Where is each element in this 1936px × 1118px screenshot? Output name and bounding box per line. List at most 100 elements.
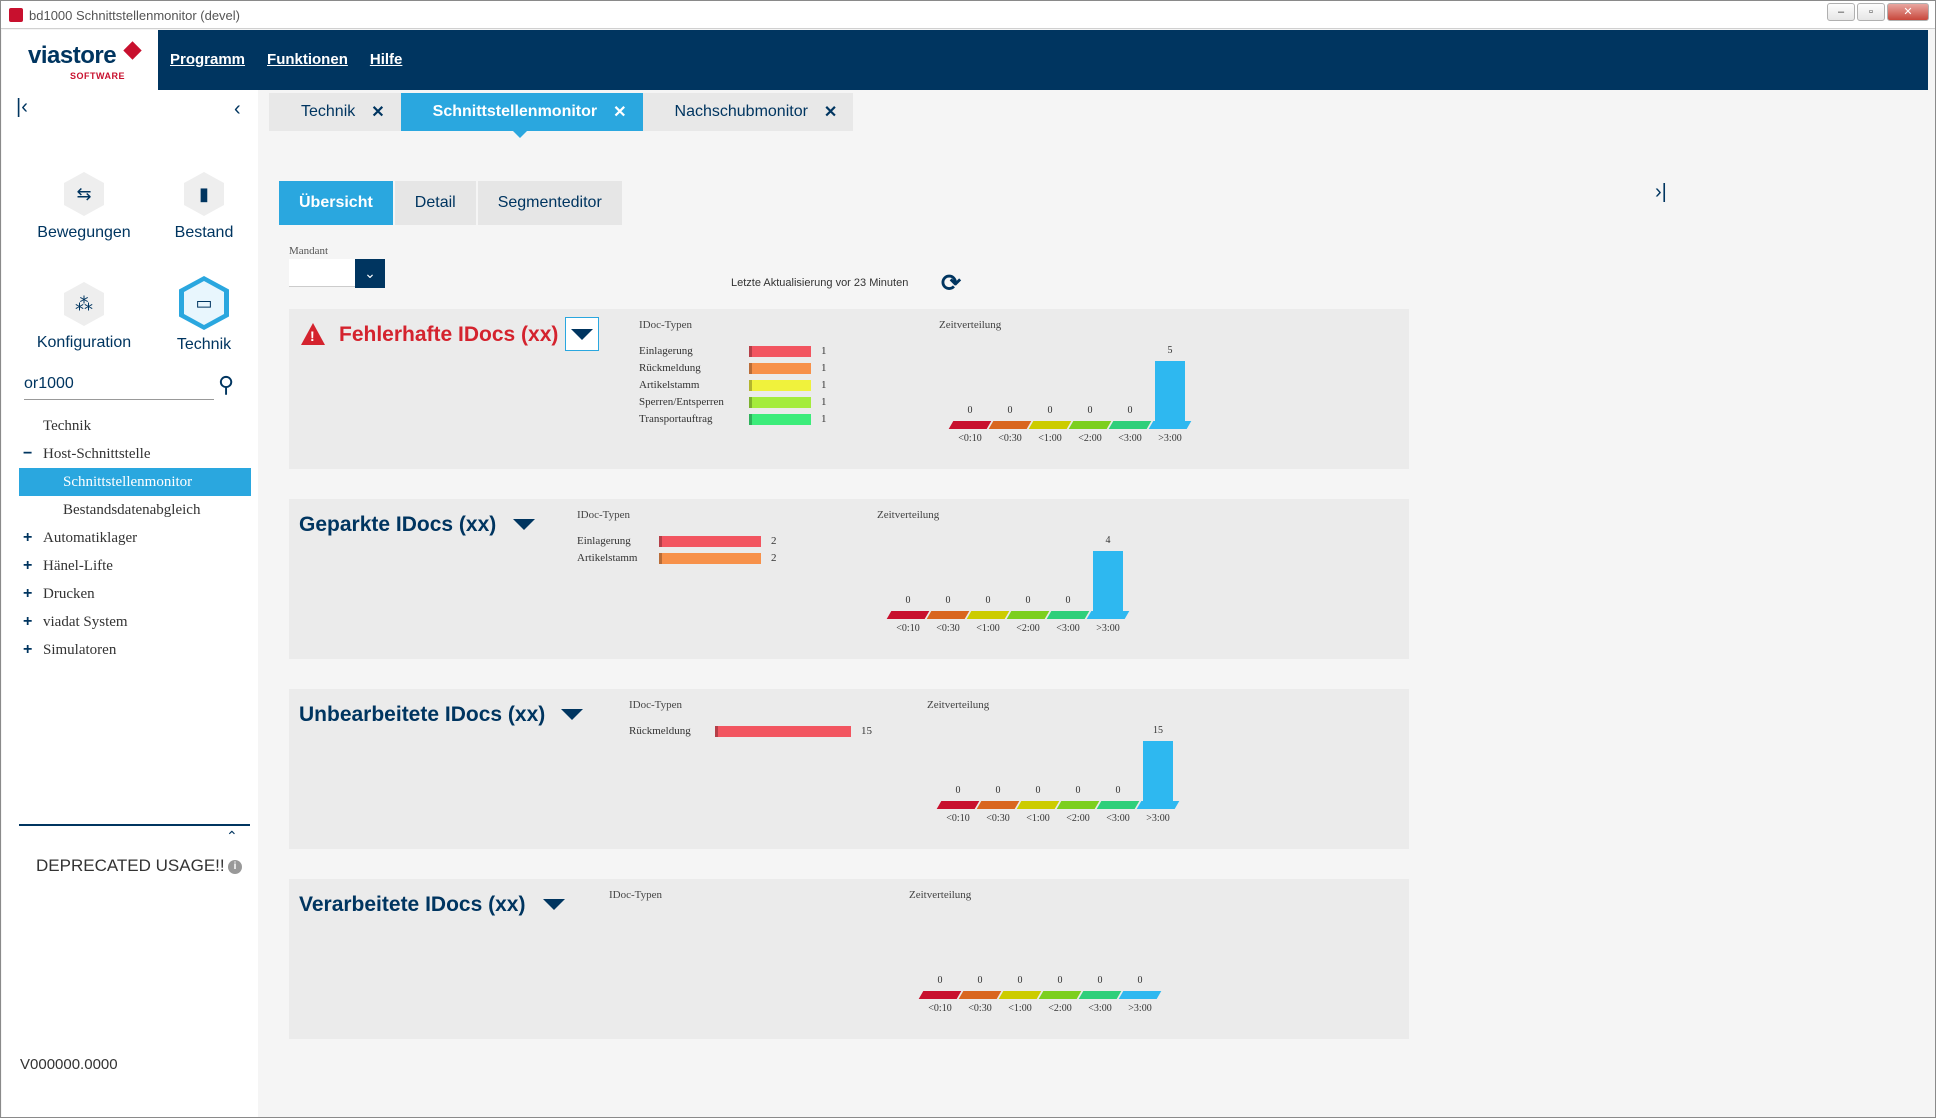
collapse-to-start-icon[interactable]: |‹ bbox=[16, 96, 28, 118]
subtab-segmenteditor[interactable]: Segmenteditor bbox=[477, 181, 622, 225]
time-distribution-label: Zeitverteilung bbox=[877, 509, 940, 521]
idoc-type-value: 1 bbox=[821, 379, 827, 391]
tree-item[interactable]: Schnittstellenmonitor bbox=[19, 468, 251, 496]
time-base bbox=[1068, 421, 1112, 429]
time-bucket: 0 <0:30 bbox=[976, 689, 1020, 849]
tree-item[interactable]: + Automatiklager bbox=[19, 524, 251, 552]
time-bucket: 0 <3:00 bbox=[1096, 689, 1140, 849]
subtab-detail[interactable]: Detail bbox=[394, 181, 476, 225]
idoc-type-bar bbox=[749, 363, 811, 374]
time-value: 5 bbox=[1167, 345, 1173, 356]
mandant-label: Mandant bbox=[289, 245, 329, 257]
warning-icon: ! bbox=[301, 323, 325, 345]
minimize-button[interactable]: – bbox=[1827, 3, 1855, 21]
tree-item[interactable]: Technik bbox=[19, 412, 251, 440]
panel-title: Geparkte IDocs (xx) bbox=[299, 513, 497, 536]
time-label: <2:00 bbox=[1048, 1003, 1072, 1014]
expand-icon[interactable]: + bbox=[23, 613, 33, 630]
tile-bewegungen[interactable]: ⇆ Bewegungen bbox=[24, 172, 144, 242]
tree-item[interactable]: + Hänel-Lifte bbox=[19, 552, 251, 580]
panel-dropdown-button[interactable] bbox=[507, 507, 541, 541]
time-bucket: 0 <0:30 bbox=[926, 499, 970, 659]
tree-item-label: Hänel-Lifte bbox=[43, 558, 113, 574]
sidebar-divider bbox=[19, 824, 250, 826]
tab-bar: Technik ✕ Schnittstellenmonitor ✕ Nachsc… bbox=[269, 93, 854, 138]
mandant-select[interactable] bbox=[289, 259, 355, 287]
idoc-type-value: 15 bbox=[861, 725, 872, 737]
tile-konfiguration[interactable]: ⁂ Konfiguration bbox=[24, 282, 144, 352]
tile-technik[interactable]: ▭ Technik bbox=[144, 276, 264, 354]
tree-item[interactable]: + viadat System bbox=[19, 608, 251, 636]
refresh-icon[interactable]: ⟳ bbox=[941, 270, 962, 297]
subtab-uebersicht[interactable]: Übersicht bbox=[279, 181, 393, 225]
panel-dropdown-button[interactable] bbox=[537, 887, 571, 921]
tab-technik[interactable]: Technik ✕ bbox=[269, 93, 401, 131]
tab-nachschubmonitor[interactable]: Nachschubmonitor ✕ bbox=[642, 93, 854, 131]
time-base bbox=[958, 991, 1002, 999]
panel-dropdown-button[interactable] bbox=[565, 317, 599, 351]
time-base bbox=[1038, 991, 1082, 999]
idoc-types-label: IDoc-Typen bbox=[609, 889, 662, 901]
expand-right-icon[interactable]: ›| bbox=[1655, 181, 1667, 203]
time-label: <1:00 bbox=[976, 623, 1000, 634]
panel-title: Unbearbeitete IDocs (xx) bbox=[299, 703, 546, 726]
search-input[interactable] bbox=[24, 372, 184, 393]
menu-programm[interactable]: Programm bbox=[170, 51, 246, 68]
viastore-logo: viastore SOFTWARE bbox=[2, 30, 158, 90]
time-label: <0:30 bbox=[968, 1003, 992, 1014]
collapse-icon[interactable]: − bbox=[23, 445, 33, 462]
cubes-icon: ⁂ bbox=[64, 282, 104, 326]
time-value: 0 bbox=[1047, 405, 1053, 416]
time-value: 0 bbox=[1127, 405, 1133, 416]
tree-item[interactable]: + Simulatoren bbox=[19, 636, 251, 664]
time-bucket: 0 <3:00 bbox=[1078, 879, 1122, 1039]
chevron-up-icon[interactable]: ⌃ bbox=[226, 828, 238, 844]
collapse-sidebar-icon[interactable]: ‹ bbox=[234, 98, 241, 120]
tree-item[interactable]: Bestandsdatenabgleich bbox=[19, 496, 251, 524]
idoc-type-value: 2 bbox=[771, 552, 777, 564]
time-base bbox=[976, 801, 1020, 809]
time-distribution-label: Zeitverteilung bbox=[939, 319, 1002, 331]
maximize-button[interactable]: ▫ bbox=[1857, 3, 1885, 21]
menu-hilfe[interactable]: Hilfe bbox=[369, 51, 403, 68]
menu-funktionen[interactable]: Funktionen bbox=[267, 51, 348, 68]
search-field bbox=[24, 372, 214, 400]
time-value: 4 bbox=[1105, 535, 1111, 546]
info-icon[interactable]: i bbox=[228, 860, 242, 874]
close-tab-icon[interactable]: ✕ bbox=[371, 104, 385, 121]
tile-bestand[interactable]: ▮ Bestand bbox=[144, 172, 264, 242]
time-bucket: 0 <0:10 bbox=[936, 689, 980, 849]
expand-icon[interactable]: + bbox=[23, 641, 33, 658]
tree-item[interactable]: − Host-Schnittstelle bbox=[19, 440, 251, 468]
deprecated-notice: DEPRECATED USAGE!! bbox=[36, 856, 225, 875]
time-label: <3:00 bbox=[1056, 623, 1080, 634]
expand-icon[interactable]: + bbox=[23, 585, 33, 602]
tree-item-label: Bestandsdatenabgleich bbox=[63, 502, 201, 518]
expand-icon[interactable]: + bbox=[23, 529, 33, 546]
app-header: viastore SOFTWARE Programm Funktionen Hi… bbox=[2, 30, 1928, 90]
time-value: 0 bbox=[1097, 975, 1103, 986]
panel-dropdown-button[interactable] bbox=[555, 697, 589, 731]
close-window-button[interactable]: ✕ bbox=[1887, 3, 1929, 21]
close-tab-icon[interactable]: ✕ bbox=[613, 104, 627, 121]
search-icon[interactable]: ⚲ bbox=[218, 372, 235, 397]
panel-title: Fehlerhafte IDocs (xx) bbox=[339, 323, 559, 346]
app-icon bbox=[9, 8, 23, 22]
idoc-type-bar bbox=[715, 726, 851, 737]
time-value: 0 bbox=[1057, 975, 1063, 986]
time-value: 15 bbox=[1153, 725, 1163, 736]
time-label: <3:00 bbox=[1118, 433, 1142, 444]
tab-schnittstellenmonitor[interactable]: Schnittstellenmonitor ✕ bbox=[400, 93, 643, 138]
idoc-type-bar bbox=[659, 553, 761, 564]
idoc-type-name: Transportauftrag bbox=[639, 413, 713, 425]
chevron-down-icon[interactable]: ⌄ bbox=[355, 259, 385, 288]
time-base bbox=[1086, 611, 1130, 619]
close-tab-icon[interactable]: ✕ bbox=[823, 104, 838, 121]
tree-item[interactable]: + Drucken bbox=[19, 580, 251, 608]
time-bucket: 0 <2:00 bbox=[1056, 689, 1100, 849]
version-label: V000000.0000 bbox=[20, 1056, 118, 1073]
time-value: 0 bbox=[977, 975, 983, 986]
time-base bbox=[1046, 611, 1090, 619]
expand-icon[interactable]: + bbox=[23, 557, 33, 574]
idoc-type-bar bbox=[749, 397, 811, 408]
